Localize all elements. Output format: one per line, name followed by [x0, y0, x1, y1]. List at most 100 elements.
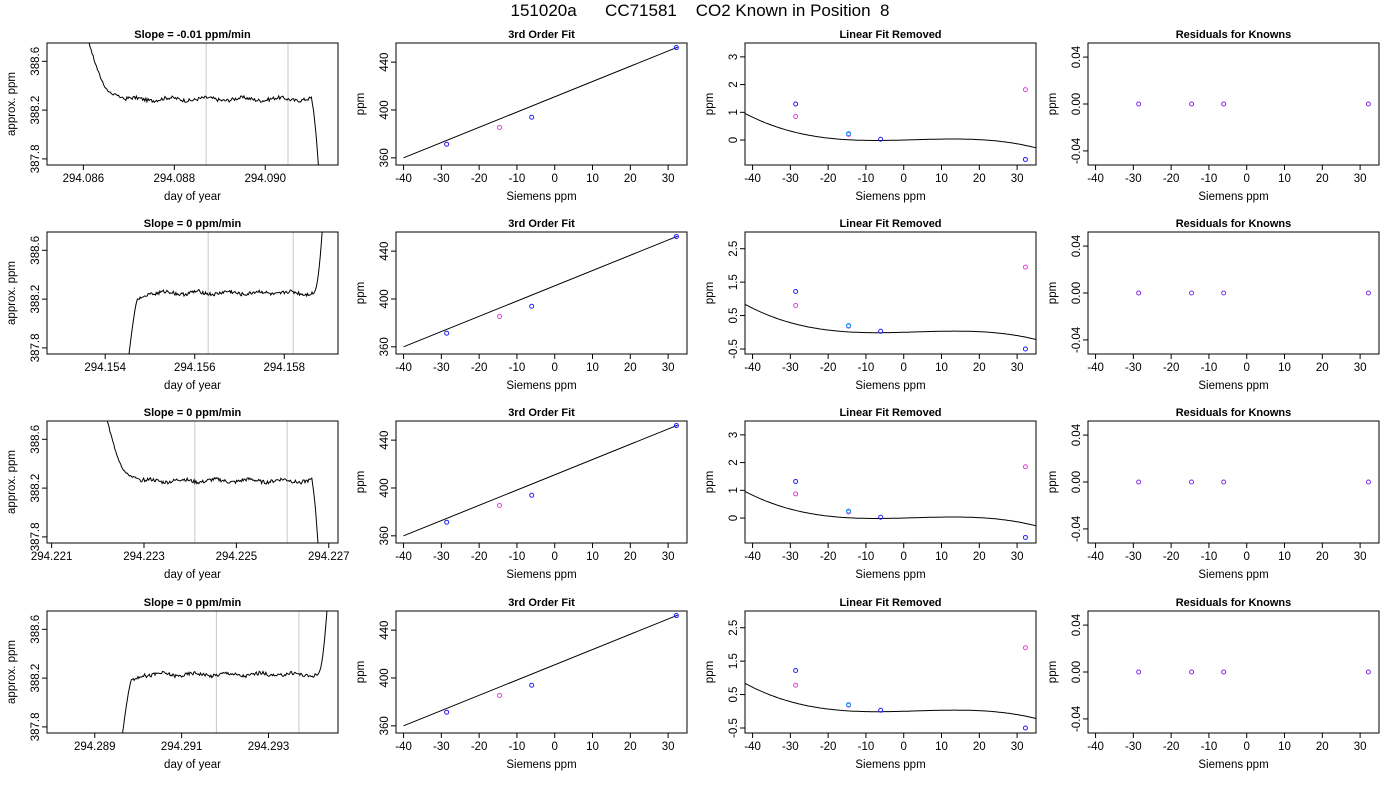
x-tick-label: -40	[1087, 551, 1104, 563]
chart-panel-1: Slope = -0.01 ppm/min 294.086 294.088 294.0…	[6, 29, 339, 203]
x-tick-label: 30	[1011, 362, 1024, 374]
chart-title: 3rd Order Fit	[508, 29, 575, 41]
plot-frame	[744, 420, 1037, 544]
data-point-primary	[793, 667, 799, 673]
chart-title: Residuals for Knowns	[1176, 407, 1292, 419]
x-tick-label: 10	[1278, 173, 1291, 185]
x-tick-label: 20	[973, 741, 986, 753]
x-tick-label: 20	[973, 551, 986, 563]
plot-area	[403, 613, 679, 727]
plot-area	[88, 43, 319, 165]
plot-frame	[1087, 610, 1380, 734]
y-axis-label: ppm	[1047, 471, 1059, 493]
x-axis-label: Siemens ppm	[855, 380, 925, 392]
chart-title: Linear Fit Removed	[839, 218, 941, 230]
data-point-secondary	[793, 113, 799, 119]
residual-point	[1221, 479, 1227, 485]
y-tick-label: -0.5	[728, 718, 740, 738]
y-tick-label: 2.5	[728, 241, 740, 257]
y-tick-label: 0	[728, 137, 740, 143]
x-tick-label: 30	[1354, 173, 1367, 185]
plot-frame	[1087, 231, 1380, 355]
x-tick-label: -10	[1201, 741, 1218, 753]
y-tick-label: 0.00	[1071, 471, 1083, 493]
y-axis-label: ppm	[355, 282, 367, 304]
chart-title: Residuals for Knowns	[1176, 597, 1292, 609]
y-tick-label: -0.5	[728, 339, 740, 359]
x-tick-label: 10	[935, 741, 948, 753]
y-tick-label: 0.04	[1071, 45, 1083, 68]
data-point	[497, 502, 503, 508]
plot-frame	[395, 610, 688, 734]
y-tick-label: 0.04	[1071, 423, 1083, 446]
y-tick-label: 388.6	[30, 236, 42, 265]
x-tick-label: -10	[509, 741, 526, 753]
data-point-primary	[793, 478, 799, 484]
x-tick-label: 10	[1278, 741, 1291, 753]
x-tick-label: -40	[395, 551, 412, 563]
y-tick-label: 440	[379, 242, 391, 261]
y-axis-label: ppm	[704, 471, 716, 493]
chart-title: Residuals for Knowns	[1176, 29, 1292, 41]
x-tick-label: 0	[901, 173, 907, 185]
data-point-primary	[878, 136, 884, 142]
plot-frame	[744, 42, 1037, 166]
data-point-primary	[793, 101, 799, 107]
x-tick-label: -40	[1087, 741, 1104, 753]
data-point	[444, 141, 450, 147]
y-tick-label: 440	[379, 431, 391, 450]
x-tick-label: -30	[1125, 173, 1142, 185]
chart-title: 3rd Order Fit	[508, 407, 575, 419]
y-tick-label: 0	[728, 515, 740, 521]
cubic-fit-curve	[745, 303, 1036, 340]
x-tick-label: -30	[433, 741, 450, 753]
x-tick-label: -30	[1125, 741, 1142, 753]
plot-area	[745, 264, 1036, 352]
x-tick-label: 20	[1316, 362, 1329, 374]
residual-point	[1189, 101, 1195, 107]
data-point-secondary	[793, 491, 799, 497]
cubic-fit-curve	[745, 490, 1036, 527]
chart-title: Linear Fit Removed	[839, 597, 941, 609]
plot-area	[403, 423, 679, 537]
data-point-primary	[878, 328, 884, 334]
plot-frame	[46, 610, 339, 734]
x-tick-label: 20	[624, 551, 637, 563]
plot-area	[745, 87, 1036, 162]
x-tick-label: 0	[552, 551, 558, 563]
x-tick-label: -10	[509, 362, 526, 374]
x-tick-label: 10	[935, 173, 948, 185]
y-tick-label: -0.04	[1071, 137, 1083, 164]
plot-frame	[46, 231, 339, 355]
x-axis-label: Siemens ppm	[855, 759, 925, 771]
x-tick-label: -10	[509, 551, 526, 563]
x-tick-label: 0	[901, 551, 907, 563]
y-tick-label: 400	[379, 478, 391, 497]
x-tick-label: -10	[858, 551, 875, 563]
y-tick-label: 2.5	[728, 620, 740, 636]
x-tick-label: -20	[820, 741, 837, 753]
x-tick-label: -40	[1087, 362, 1104, 374]
y-tick-label: 400	[379, 289, 391, 308]
y-tick-label: 1	[728, 109, 740, 115]
data-point	[673, 234, 679, 240]
fit-line	[403, 614, 678, 727]
x-axis-label: day of year	[164, 759, 221, 771]
plot-area	[1136, 290, 1371, 296]
y-axis-label: ppm	[355, 93, 367, 115]
y-tick-label: 360	[379, 337, 391, 356]
x-tick-label: 20	[624, 173, 637, 185]
chart-panel-15: Linear Fit Removed -40 -30 -20 -10 0 10 20 30 -0.…	[704, 597, 1037, 771]
x-tick-label: 30	[662, 173, 675, 185]
x-tick-label: -40	[744, 741, 761, 753]
y-tick-label: 388.2	[30, 96, 42, 125]
plot-frame	[1087, 42, 1380, 166]
x-tick-label: 10	[586, 551, 599, 563]
x-tick-label: -40	[395, 741, 412, 753]
residual-point	[1189, 290, 1195, 296]
y-tick-label: 0.00	[1071, 93, 1083, 115]
x-tick-label: -40	[744, 362, 761, 374]
data-point	[529, 492, 535, 498]
data-point	[444, 330, 450, 336]
x-tick-label: -40	[395, 173, 412, 185]
